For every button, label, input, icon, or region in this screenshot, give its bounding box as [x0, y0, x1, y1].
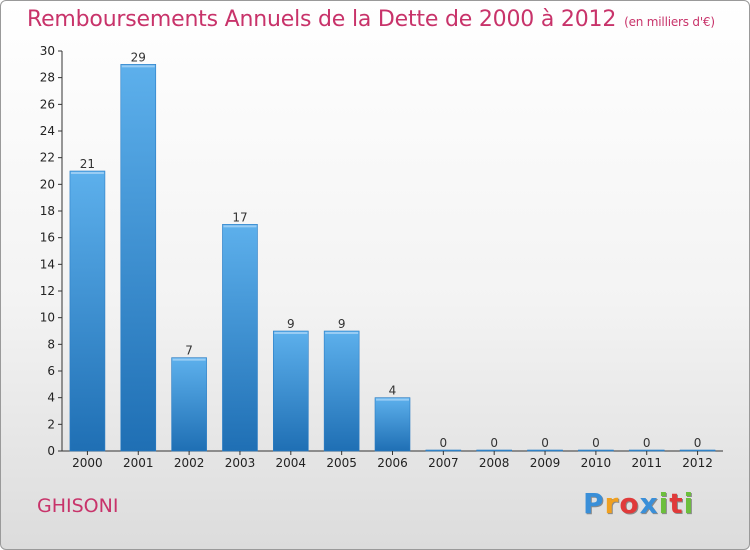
proxiti-logo: Proxiti: [583, 487, 694, 520]
y-tick-label: 8: [47, 337, 55, 351]
bar-2007: [425, 449, 462, 452]
logo-letter: r: [604, 487, 620, 520]
logo-letter: t: [669, 487, 684, 520]
bar-highlight-2000: [70, 172, 104, 174]
x-tick-label-2007: 2007: [428, 456, 459, 470]
bar-2008: [476, 449, 512, 452]
value-label-2008: 0: [490, 436, 498, 450]
y-tick-label: 10: [40, 311, 55, 325]
logo-letter: x: [639, 487, 659, 520]
x-tick-label-2010: 2010: [581, 456, 612, 470]
bar-highlight-2005: [325, 332, 359, 334]
x-tick-label-2006: 2006: [377, 456, 408, 470]
value-label-2000: 21: [80, 157, 95, 171]
logo-letter: P: [583, 487, 605, 520]
chart-title-unit: (en milliers d'€): [624, 15, 715, 29]
chart-title: Remboursements Annuels de la Dette de 20…: [27, 7, 715, 32]
x-tick-label-2003: 2003: [225, 456, 256, 470]
value-label-2011: 0: [643, 436, 651, 450]
bar-2005: [323, 330, 360, 452]
x-tick-label-2000: 2000: [72, 456, 103, 470]
x-tick-label-2002: 2002: [174, 456, 205, 470]
value-label-2012: 0: [694, 436, 702, 450]
chart-bars: [69, 64, 716, 452]
bar-2006: [374, 397, 411, 452]
value-labels: 21 29 7 17 9 9 4 0 0 0 0 0 0: [80, 50, 702, 450]
x-tick-label-2005: 2005: [326, 456, 357, 470]
bar-highlight-2002: [172, 358, 206, 361]
y-tick-label: 16: [40, 231, 55, 245]
bar-highlight-2001: [121, 65, 155, 68]
y-tick-label: 6: [47, 364, 55, 378]
bar-2010: [578, 449, 614, 452]
value-label-2005: 9: [338, 317, 346, 331]
y-tick-label: 0: [47, 444, 55, 458]
bar-highlight-2006: [376, 398, 409, 401]
bar-2012: [679, 449, 716, 452]
bar-highlight-2004: [274, 332, 308, 334]
x-tick-label-2012: 2012: [682, 456, 713, 470]
bar-2003: [222, 224, 258, 452]
x-axis-ticks: 2000 2001 2002 2003 2004 2005 2006 2007 2008 2009…: [72, 451, 713, 470]
x-tick-label-2004: 2004: [276, 456, 307, 470]
logo-letter: i: [683, 487, 695, 520]
y-tick-label: 26: [40, 97, 55, 111]
chart-title-text: Remboursements Annuels de la Dette de 20…: [27, 7, 617, 32]
y-tick-label: 22: [40, 151, 55, 165]
x-tick-label-2009: 2009: [530, 456, 561, 470]
commune-name: GHISONI: [37, 495, 119, 517]
y-tick-label: 4: [47, 391, 55, 405]
value-label-2007: 0: [440, 436, 448, 450]
bar-2001: [120, 64, 157, 452]
bar-2002: [171, 357, 207, 452]
bar-highlight-2003: [223, 225, 257, 228]
x-tick-label-2001: 2001: [123, 456, 154, 470]
bar-2009: [527, 449, 563, 452]
y-tick-label: 18: [40, 204, 55, 218]
value-label-2004: 9: [287, 317, 295, 331]
value-label-2010: 0: [592, 436, 600, 450]
y-tick-label: 2: [47, 417, 55, 431]
value-label-2001: 29: [131, 50, 146, 64]
bar-2000: [69, 170, 106, 452]
y-tick-label: 28: [40, 71, 55, 85]
logo-letter: i: [658, 487, 670, 520]
bar-2011: [628, 449, 665, 452]
y-tick-label: 24: [40, 124, 55, 138]
x-tick-label-2011: 2011: [631, 456, 662, 470]
y-tick-label: 30: [40, 44, 55, 58]
x-tick-label-2008: 2008: [479, 456, 510, 470]
y-tick-label: 20: [40, 177, 55, 191]
y-tick-label: 14: [40, 257, 55, 271]
value-label-2009: 0: [541, 436, 549, 450]
y-tick-label: 12: [40, 284, 55, 298]
value-label-2002: 7: [185, 344, 193, 358]
value-label-2003: 17: [232, 210, 247, 224]
logo-letter: o: [619, 487, 640, 520]
value-label-2006: 4: [389, 384, 397, 398]
bar-2004: [273, 330, 309, 452]
